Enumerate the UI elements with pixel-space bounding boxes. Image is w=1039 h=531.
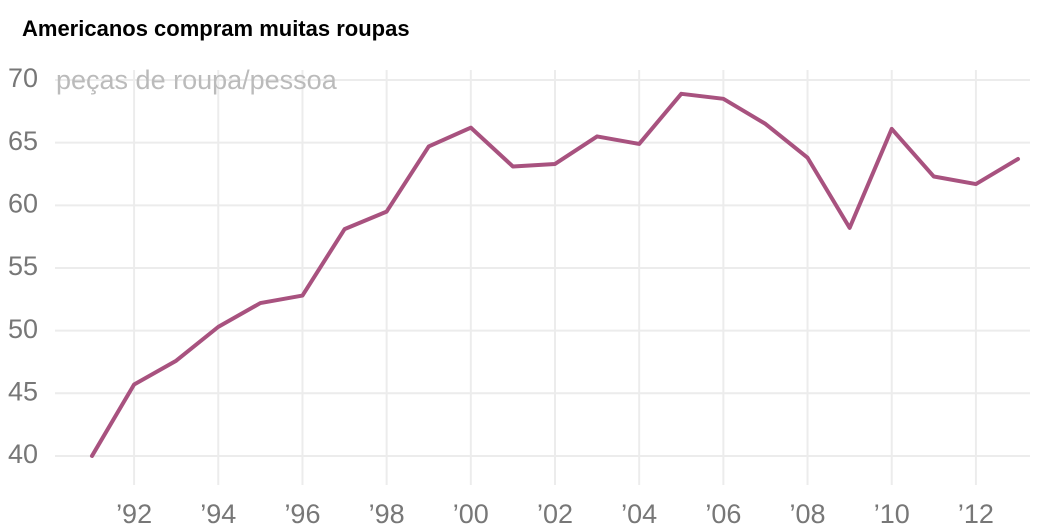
x-tick-label: ’00 <box>453 499 489 529</box>
x-tick-label: ’94 <box>200 499 236 529</box>
x-tick-label: ’02 <box>537 499 573 529</box>
y-tick-label: 40 <box>8 439 38 469</box>
x-tick-label: ’12 <box>958 499 994 529</box>
x-tick-label: ’08 <box>790 499 826 529</box>
y-tick-label: 45 <box>8 376 38 406</box>
y-axis-label: peças de roupa/pessoa <box>56 65 338 95</box>
y-tick-label: 50 <box>8 314 38 344</box>
x-tick-label: ’10 <box>874 499 910 529</box>
y-tick-label: 60 <box>8 188 38 218</box>
x-tick-label: ’96 <box>284 499 320 529</box>
x-tick-label: ’92 <box>116 499 152 529</box>
chart-title: Americanos compram muitas roupas <box>22 16 410 41</box>
y-tick-label: 65 <box>8 126 38 156</box>
x-tick-label: ’06 <box>705 499 741 529</box>
x-tick-label: ’04 <box>621 499 657 529</box>
x-tick-label: ’98 <box>369 499 405 529</box>
data-line <box>90 91 1020 458</box>
y-tick-label: 55 <box>8 251 38 281</box>
y-tick-label: 70 <box>8 63 38 93</box>
